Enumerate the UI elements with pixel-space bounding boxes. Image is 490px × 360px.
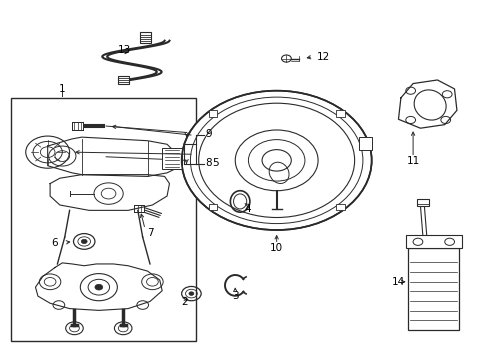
Bar [336,204,345,210]
Circle shape [282,55,291,62]
Bar [140,32,151,43]
Polygon shape [50,175,170,210]
Text: 10: 10 [270,243,283,253]
Circle shape [95,284,103,290]
Text: 3: 3 [232,291,239,301]
Text: 4: 4 [244,203,251,213]
Circle shape [189,292,194,296]
Text: 14: 14 [392,277,405,287]
Text: 2: 2 [181,297,187,307]
Bar [162,148,182,169]
Bar [209,204,218,210]
Text: 9: 9 [205,129,212,139]
Text: 13: 13 [118,45,131,55]
Bar [336,111,345,117]
Polygon shape [35,263,162,310]
Bar [134,205,144,212]
Text: 6: 6 [51,238,58,248]
Circle shape [26,136,70,168]
Bar [11,98,196,341]
Text: 5: 5 [213,158,219,168]
Bar [417,199,429,206]
Text: 12: 12 [317,52,330,62]
Text: 8: 8 [205,158,212,168]
Bar [72,122,83,130]
Text: 1: 1 [59,84,66,94]
Bar [406,235,462,248]
Circle shape [182,91,372,230]
Bar [209,111,218,117]
Bar [118,76,129,84]
Bar [408,248,460,330]
Circle shape [81,239,87,244]
Polygon shape [398,80,457,128]
Text: 11: 11 [407,156,420,166]
Text: 7: 7 [147,228,153,238]
Bar [360,137,372,150]
